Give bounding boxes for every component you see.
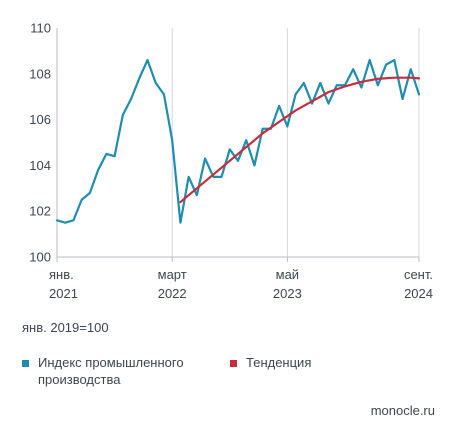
- data-point-index: [138, 77, 141, 80]
- data-point-trend: [261, 132, 264, 135]
- data-point-trend: [409, 76, 412, 79]
- data-point-index: [228, 148, 231, 151]
- data-point-index: [253, 164, 256, 167]
- x-tick-year-label: 2023: [273, 286, 302, 301]
- data-point-index: [401, 98, 404, 100]
- grid-lines: [171, 28, 420, 257]
- data-point-trend: [278, 121, 280, 123]
- legend-label-trend: Тенденция: [246, 355, 312, 370]
- x-tick-year-label: 2022: [158, 286, 187, 301]
- data-point-index: [89, 192, 91, 194]
- data-point-index: [245, 139, 248, 142]
- data-point-index: [163, 93, 165, 96]
- data-point-index: [196, 194, 198, 196]
- y-tick-label: 106: [29, 112, 51, 127]
- x-tick-label: сент.: [404, 267, 433, 282]
- data-point-trend: [228, 160, 231, 162]
- data-point-index: [352, 68, 354, 71]
- data-point-index: [220, 176, 223, 178]
- data-point-index: [368, 59, 371, 61]
- x-tick-year-label: 2021: [49, 286, 78, 301]
- data-point-index: [113, 155, 116, 158]
- data-point-index: [360, 86, 363, 89]
- data-point-trend: [196, 187, 198, 190]
- data-point-index: [261, 127, 264, 130]
- data-point-index: [105, 153, 108, 155]
- data-point-index: [97, 169, 99, 171]
- data-point-index: [377, 84, 379, 87]
- data-point-index: [64, 221, 67, 224]
- data-point-trend: [327, 91, 330, 93]
- axes: [56, 28, 420, 262]
- data-point-index: [278, 105, 280, 107]
- data-point-index: [187, 176, 190, 178]
- data-point-trend: [418, 77, 420, 80]
- x-tick-year-label: 2024: [404, 286, 433, 301]
- data-point-trend: [311, 100, 313, 103]
- data-point-index: [319, 82, 322, 84]
- y-tick-label: 108: [29, 66, 51, 81]
- data-point-trend: [360, 81, 363, 83]
- y-tick-label: 100: [29, 250, 51, 265]
- data-point-index: [154, 82, 157, 84]
- data-point-index: [303, 82, 305, 84]
- data-point-index: [286, 125, 289, 128]
- data-point-index: [212, 176, 215, 178]
- data-point-index: [130, 98, 132, 100]
- data-point-index: [418, 93, 420, 96]
- y-tick-label: 104: [29, 158, 51, 173]
- legend-item-trend: Тенденция: [230, 354, 311, 371]
- legend-label-index: Индекс промышленного производства: [38, 355, 184, 387]
- data-point-index: [393, 59, 396, 61]
- legend-swatch-index: [22, 360, 29, 367]
- y-tick-label: 102: [29, 204, 51, 219]
- data-point-index: [72, 219, 75, 222]
- source-label: monocle.ru: [370, 403, 435, 418]
- y-tick-label: 110: [30, 21, 51, 36]
- data-point-index: [80, 198, 83, 201]
- data-point-index: [327, 102, 330, 105]
- data-point-trend: [179, 201, 182, 203]
- series-line-trend: [179, 76, 421, 204]
- data-point-index: [171, 139, 173, 142]
- data-point-index: [179, 221, 182, 224]
- base-note: янв. 2019=100: [22, 320, 109, 335]
- x-tick-label: янв.: [49, 267, 74, 282]
- legend-item-index: Индекс промышленного производства: [22, 354, 252, 388]
- data-point-index: [122, 114, 124, 116]
- data-point-index: [335, 84, 338, 87]
- x-tick-label: март: [158, 267, 187, 282]
- series-lines: [55, 58, 421, 224]
- data-point-index: [204, 157, 206, 160]
- data-point-trend: [294, 109, 297, 112]
- data-point-index: [237, 160, 239, 162]
- data-point-trend: [344, 85, 346, 88]
- data-point-index: [294, 93, 297, 96]
- data-point-index: [311, 102, 313, 105]
- data-point-trend: [212, 173, 215, 176]
- data-point-index: [385, 63, 387, 66]
- x-tick-label: май: [276, 267, 299, 282]
- tick-labels: 100 102 104 106 108 110 янв. 2021 март 2022 май 202…: [29, 21, 433, 302]
- data-point-trend: [245, 146, 248, 148]
- data-point-trend: [377, 78, 379, 80]
- data-point-trend: [393, 76, 396, 79]
- data-point-index: [56, 219, 58, 222]
- data-point-index: [409, 68, 412, 71]
- line-chart: 100 102 104 106 108 110 янв. 2021 март 2022 май 202…: [29, 21, 433, 302]
- data-point-index: [146, 59, 149, 61]
- series-line-index: [55, 58, 421, 224]
- legend-swatch-trend: [230, 360, 237, 367]
